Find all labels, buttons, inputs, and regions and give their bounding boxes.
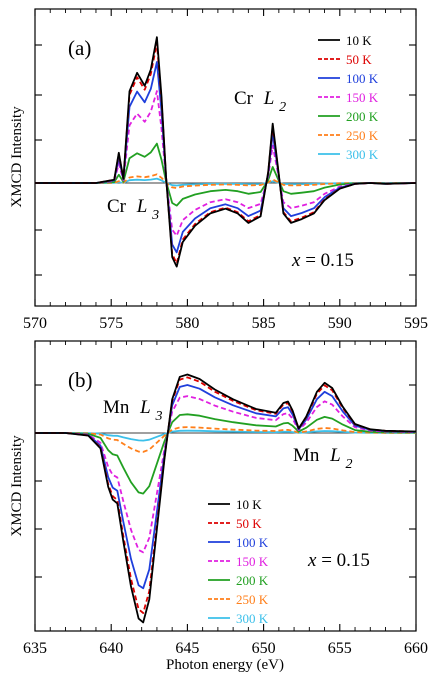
annotation-x-b-eq: = 0.15: [321, 550, 370, 571]
x-tick-label: 570: [23, 315, 47, 332]
legend-label: 50 K: [346, 52, 372, 67]
x-tick-label: 590: [328, 315, 352, 332]
annotation-mn-l2-elem: Mn: [293, 445, 320, 466]
annotation-cr-l3-sub: 3: [151, 208, 159, 223]
x-tick-label: 595: [404, 315, 428, 332]
series-line-b-50k: [35, 376, 417, 614]
annotation-cr-l3-edge: L: [136, 196, 148, 217]
x-tick-label: 635: [23, 640, 47, 657]
annotation-x-b-var: x: [307, 550, 317, 571]
tick-labels-a: 570 575 580 585 590 595: [23, 315, 428, 332]
annotation-cr-l3: Cr L 3: [107, 196, 159, 223]
legend-label: 50 K: [236, 516, 262, 531]
annotation-mn-l2-sub: 2: [345, 457, 352, 472]
series-group-a: [35, 36, 417, 268]
x-tick-label: 580: [175, 315, 199, 332]
annotation-cr-l2: Cr L 2: [234, 88, 286, 115]
legend-b: 10 K 50 K 100 K 150 K 200 K 250 K 300 K: [208, 497, 269, 626]
series-line-a-300k: [35, 177, 416, 187]
series-line-a-200k: [35, 142, 417, 207]
plot-frame-a: [34, 8, 417, 307]
series-line-a-150k: [35, 90, 417, 237]
annotation-x-b: x = 0.15: [307, 550, 370, 571]
legend-label: 250 K: [346, 128, 379, 143]
legend-label: 100 K: [236, 535, 269, 550]
y-axis-title-b: XMCD Intensity: [9, 435, 25, 537]
tick-marks-b: [34, 341, 417, 631]
panel-a: 570 575 580 585 590 595 (a) 10 K 50 K 100 K 150 …: [23, 8, 428, 332]
legend-label: 300 K: [346, 147, 379, 162]
series-line-a-10k: [35, 36, 417, 268]
x-tick-label: 660: [404, 640, 428, 657]
x-tick-label: 585: [252, 315, 276, 332]
legend-a: 10 K 50 K 100 K 150 K 200 K 250 K 300 K: [318, 33, 379, 162]
x-tick-label: 640: [99, 640, 123, 657]
series-line-b-10k: [35, 373, 417, 624]
legend-label: 200 K: [346, 109, 379, 124]
panel-b: 635 640 645 650 655 660 (b) 10 K 50 K 100 K 150 …: [23, 340, 428, 657]
legend-label: 250 K: [236, 592, 269, 607]
legend-label: 200 K: [236, 573, 269, 588]
legend-label: 10 K: [346, 33, 372, 48]
annotation-mn-l2: Mn L 2: [293, 445, 352, 472]
legend-label: 10 K: [236, 497, 262, 512]
series-line-a-100k: [35, 61, 417, 254]
series-line-b-150k: [35, 395, 417, 554]
series-line-b-250k: [35, 426, 417, 453]
annotation-mn-l3-elem: Mn: [103, 397, 130, 418]
panel-label-a: (a): [68, 36, 91, 60]
panel-label-b: (b): [68, 368, 93, 392]
annotation-mn-l2-edge: L: [329, 445, 341, 466]
series-line-a-50k: [35, 42, 417, 265]
tick-marks-a: [34, 9, 417, 306]
series-line-b-100k: [35, 384, 417, 590]
annotation-x-a: x = 0.15: [291, 250, 354, 271]
series-group-b: [35, 373, 417, 624]
legend-label: 150 K: [346, 90, 379, 105]
series-line-a-250k: [35, 173, 417, 189]
tick-labels-b: 635 640 645 650 655 660: [23, 640, 428, 657]
x-tick-label: 645: [175, 640, 199, 657]
annotation-mn-l3-sub: 3: [154, 409, 162, 424]
x-tick-label: 650: [252, 640, 276, 657]
series-line-b-200k: [35, 413, 417, 495]
legend-label: 150 K: [236, 554, 269, 569]
x-tick-label: 655: [328, 640, 352, 657]
annotation-cr-l2-elem: Cr: [234, 88, 254, 109]
x-tick-label: 575: [99, 315, 123, 332]
legend-label: 100 K: [346, 71, 379, 86]
plot-frame-b: [34, 340, 417, 632]
annotation-cr-l2-edge: L: [263, 88, 275, 109]
series-line-b-300k: [35, 429, 416, 442]
y-axis-title-a: XMCD Intensity: [9, 106, 25, 208]
annotation-mn-l3-edge: L: [139, 397, 151, 418]
annotation-cr-l3-elem: Cr: [107, 196, 127, 217]
x-axis-title: Photon energy (eV): [166, 657, 284, 673]
annotation-mn-l3: Mn L 3: [103, 397, 162, 424]
annotation-x-a-var: x: [291, 250, 301, 271]
annotation-x-a-eq: = 0.15: [305, 250, 354, 271]
annotation-cr-l2-sub: 2: [279, 100, 286, 115]
legend-label: 300 K: [236, 611, 269, 626]
